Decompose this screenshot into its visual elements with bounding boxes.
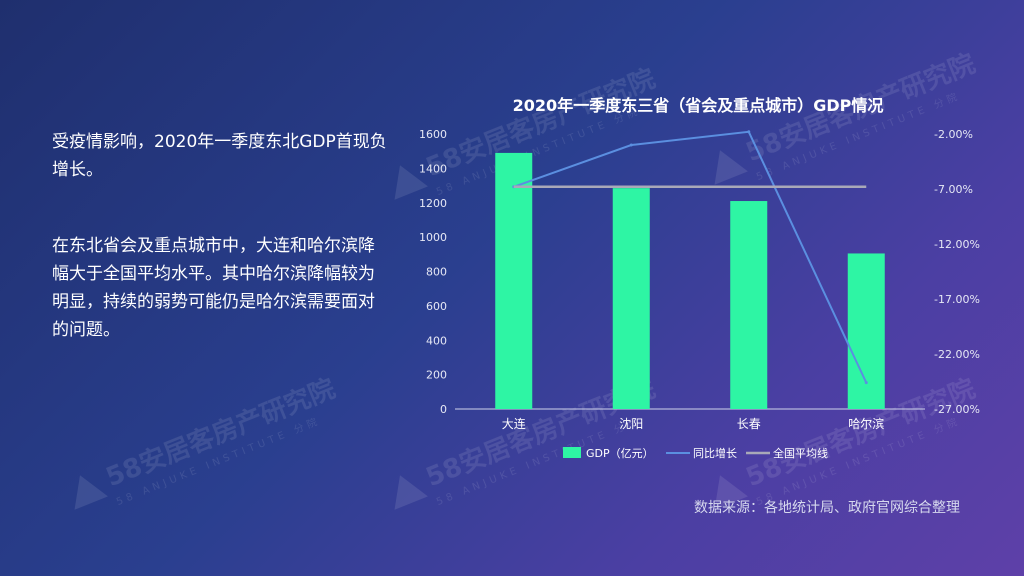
growth-point xyxy=(864,381,868,385)
left-tick-label: 1000 xyxy=(419,231,447,244)
right-tick-label: -12.00% xyxy=(934,238,980,251)
right-axis: -2.00% -7.00% -12.00% -17.00% -22.00% -27.00% xyxy=(934,128,980,416)
legend-label-gdp: GDP（亿元） xyxy=(586,447,654,460)
left-tick-label: 800 xyxy=(426,266,447,279)
bar-series xyxy=(495,152,885,409)
legend-label-growth: 同比增长 xyxy=(693,446,737,460)
left-tick-label: 200 xyxy=(426,369,447,382)
left-tick-label: 1600 xyxy=(419,128,447,141)
left-tick-label: 1200 xyxy=(419,197,447,210)
right-tick-label: -2.00% xyxy=(934,128,973,141)
gdp-bar xyxy=(495,152,533,409)
gdp-bar xyxy=(612,188,650,409)
x-axis-labels: 大连 沈阳 长春 哈尔滨 xyxy=(502,416,885,431)
gdp-bar xyxy=(847,253,885,409)
right-tick-label: -17.00% xyxy=(934,293,980,306)
x-tick-label: 沈阳 xyxy=(619,416,643,431)
left-tick-label: 1400 xyxy=(419,162,447,175)
left-tick-label: 600 xyxy=(426,300,447,313)
left-tick-label: 400 xyxy=(426,334,447,347)
legend-label-average: 全国平均线 xyxy=(773,446,828,460)
x-tick-label: 哈尔滨 xyxy=(848,416,884,431)
chart-title: 2020年一季度东三省（省会及重点城市）GDP情况 xyxy=(513,96,884,115)
gdp-bar xyxy=(730,201,768,409)
line-series xyxy=(512,130,868,385)
left-tick-label: 0 xyxy=(440,403,447,416)
analysis-paragraph: 在东北省会及重点城市中，大连和哈尔滨降幅大于全国平均水平。其中哈尔滨降幅较为明显… xyxy=(52,236,375,340)
growth-point xyxy=(747,130,751,134)
right-tick-label: -22.00% xyxy=(934,348,980,361)
intro-paragraph: 受疫情影响，2020年一季度东北GDP首现负增长。 xyxy=(52,132,387,180)
left-axis: 0 200 400 600 800 1000 1200 1400 1600 xyxy=(419,128,447,416)
growth-point xyxy=(629,143,633,147)
right-tick-label: -27.00% xyxy=(934,403,980,416)
x-tick-label: 长春 xyxy=(737,417,761,431)
chart-legend: GDP（亿元） 同比增长 全国平均线 xyxy=(563,446,828,460)
data-source-note: 数据来源：各地统计局、政府官网综合整理 xyxy=(694,500,960,516)
right-tick-label: -7.00% xyxy=(934,183,973,196)
x-tick-label: 大连 xyxy=(502,416,526,431)
growth-line xyxy=(513,130,868,384)
legend-swatch-gdp xyxy=(563,447,581,458)
